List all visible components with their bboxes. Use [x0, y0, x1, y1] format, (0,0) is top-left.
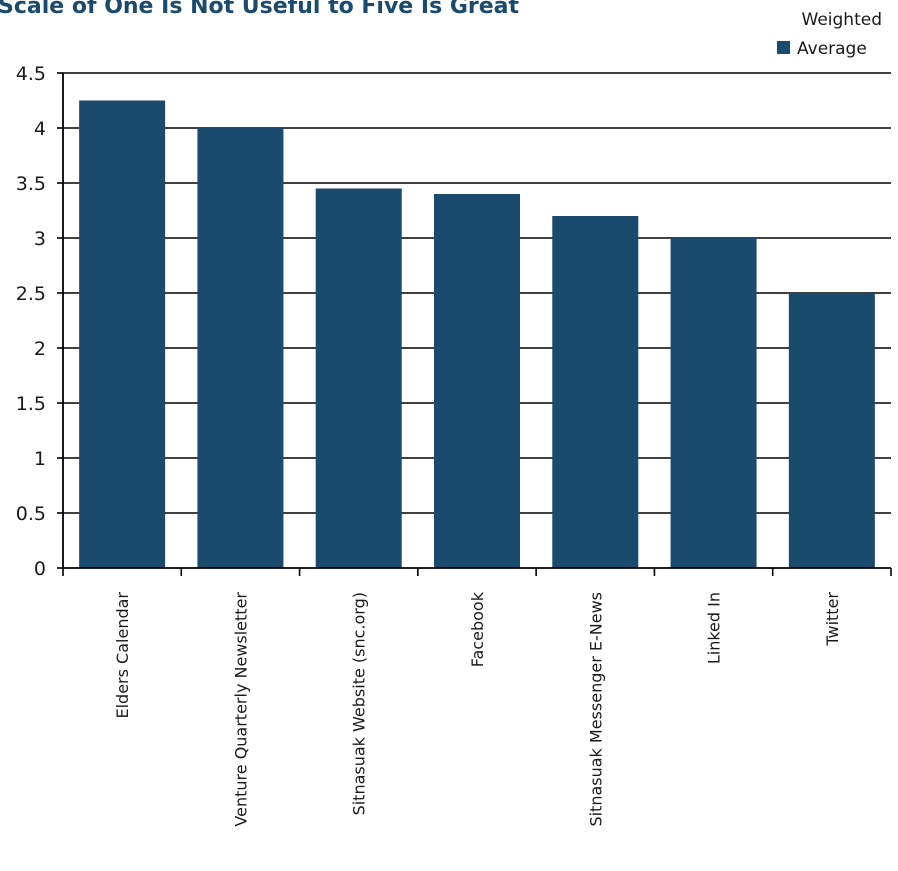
y-tick-label: 2 — [34, 338, 46, 360]
y-tick-label: 4.5 — [16, 63, 46, 85]
bar — [197, 128, 284, 568]
axes — [62, 73, 891, 569]
x-category-label: Twitter — [823, 592, 842, 647]
bar — [552, 216, 639, 568]
legend: Weighted Average — [777, 10, 882, 59]
bar — [788, 293, 875, 568]
x-category-label: Facebook — [468, 591, 487, 667]
y-tick-label: 3.5 — [16, 173, 46, 195]
y-tick-label: 1.5 — [16, 393, 46, 415]
bar — [315, 188, 402, 568]
bar — [670, 238, 757, 568]
legend-label-line-1: Weighted — [802, 10, 882, 30]
legend-label-line-2: Average — [797, 39, 867, 59]
x-category-label: Linked In — [705, 592, 724, 664]
chart-title: Scale of One Is Not Useful to Five Is Gr… — [0, 0, 519, 19]
y-tick-label: 3 — [34, 228, 46, 250]
y-tick-label: 1 — [34, 448, 46, 470]
y-tick-label: 0.5 — [16, 503, 46, 525]
bars — [79, 100, 875, 568]
x-category-label: Elders Calendar — [113, 592, 132, 719]
x-category-label: Sitnasuak Messenger E-News — [586, 592, 605, 827]
y-tick-label: 4 — [34, 118, 46, 140]
bar — [79, 100, 166, 568]
category-labels: Elders Calendar Venture Quarterly Newslet… — [113, 591, 842, 826]
legend-swatch — [777, 41, 790, 54]
bar — [434, 194, 520, 568]
x-category-label: Sitnasuak Website (snc.org) — [350, 592, 369, 815]
x-category-label: Venture Quarterly Newsletter — [231, 592, 250, 827]
y-tick-label: 0 — [34, 558, 46, 580]
y-tick-label: 2.5 — [16, 283, 46, 305]
x-axis-ticks — [62, 568, 892, 576]
y-axis-ticks: 0 0.5 1 1.5 2 2.5 3 3.5 4 4.5 — [16, 63, 63, 580]
